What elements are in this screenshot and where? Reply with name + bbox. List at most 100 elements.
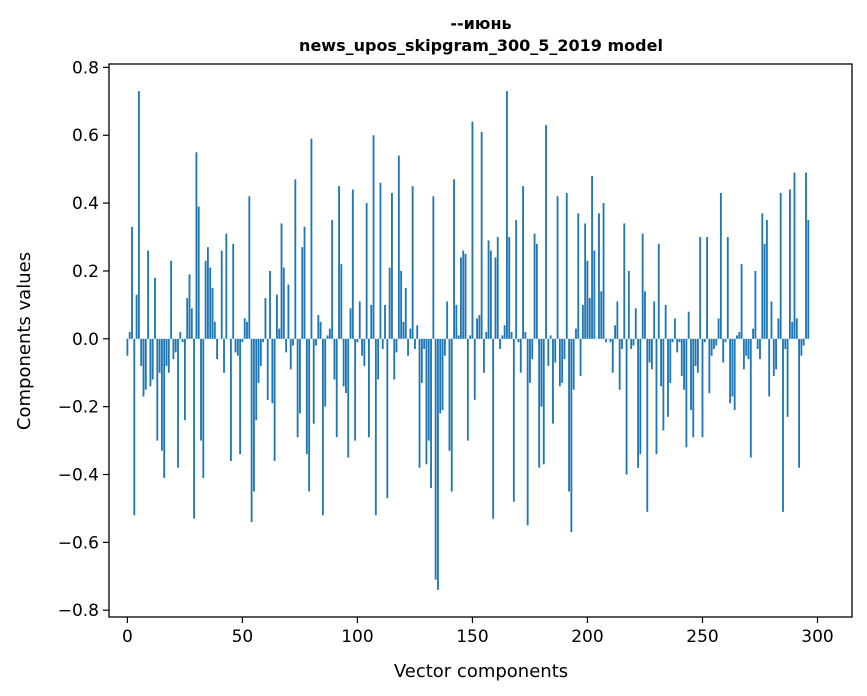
bar <box>158 338 161 373</box>
bar <box>397 155 400 339</box>
bar <box>508 237 511 339</box>
bar <box>149 338 152 387</box>
bar <box>807 220 810 339</box>
bars-group <box>126 91 810 590</box>
bar <box>788 189 791 339</box>
bar <box>299 338 301 414</box>
bar <box>370 304 373 339</box>
bar <box>577 213 580 339</box>
bar <box>328 328 331 339</box>
bar <box>358 301 361 339</box>
y-tick-label: 0.2 <box>72 262 99 282</box>
bar <box>257 338 260 383</box>
bar <box>572 338 575 390</box>
bar <box>639 338 642 455</box>
bar <box>632 338 635 346</box>
bar <box>404 287 407 339</box>
bar <box>177 338 179 468</box>
bar <box>623 223 626 339</box>
bar <box>294 179 297 339</box>
bar <box>763 243 766 339</box>
bar <box>441 338 444 411</box>
bar <box>241 338 244 343</box>
bar <box>630 338 633 349</box>
bar <box>692 338 695 438</box>
bar <box>540 338 543 407</box>
bar <box>391 192 393 339</box>
bar <box>271 338 274 404</box>
bar <box>377 338 380 380</box>
bar <box>678 338 681 343</box>
bar <box>687 311 690 339</box>
bar <box>593 250 596 339</box>
bar <box>280 223 283 339</box>
bar <box>489 250 492 339</box>
bar <box>699 237 702 339</box>
bar <box>188 274 191 339</box>
bar <box>529 338 531 383</box>
bar <box>524 332 527 339</box>
bar <box>701 338 704 438</box>
bar <box>476 318 478 339</box>
bar <box>243 318 246 339</box>
bar <box>717 318 720 339</box>
bar <box>676 338 679 353</box>
bar <box>671 338 674 343</box>
bar <box>754 270 757 339</box>
bar <box>538 338 541 468</box>
bar <box>264 298 267 339</box>
bar <box>411 186 414 339</box>
bar <box>443 338 446 356</box>
bar <box>439 338 442 414</box>
bar <box>558 338 561 387</box>
bar <box>315 338 317 346</box>
bar <box>213 321 216 339</box>
bar <box>662 338 665 431</box>
bar <box>418 338 421 468</box>
bar <box>266 338 269 400</box>
bar <box>600 291 603 339</box>
bar <box>278 328 281 339</box>
bar <box>455 304 458 339</box>
bar <box>726 237 729 339</box>
bar <box>719 192 722 339</box>
bar <box>156 338 159 441</box>
bar <box>239 338 242 455</box>
bar <box>434 338 437 580</box>
bar <box>621 338 623 349</box>
y-tick-label: −0.6 <box>58 533 99 553</box>
bar <box>312 338 315 424</box>
bar <box>703 338 706 343</box>
bar <box>561 338 564 383</box>
bar <box>526 338 529 526</box>
bar <box>724 338 727 343</box>
bar <box>209 267 212 339</box>
bar <box>584 223 587 339</box>
bar <box>220 250 223 339</box>
bar <box>432 196 435 339</box>
bar <box>667 338 669 417</box>
bar <box>269 270 271 339</box>
bar <box>759 338 761 360</box>
bar <box>542 338 545 465</box>
bar <box>696 338 699 373</box>
bar <box>710 338 713 356</box>
bar <box>133 338 136 516</box>
bar <box>602 203 605 339</box>
bar <box>273 338 276 461</box>
bar <box>147 250 150 339</box>
bar <box>464 253 467 339</box>
bar <box>772 338 775 377</box>
bar <box>259 338 262 366</box>
bar <box>351 189 354 339</box>
bar <box>372 135 375 339</box>
bar <box>204 260 207 339</box>
bar <box>195 152 198 339</box>
bar <box>522 186 524 339</box>
bar <box>706 237 708 339</box>
bar <box>588 298 591 339</box>
bar <box>427 338 430 441</box>
x-tick-label: 250 <box>686 627 718 647</box>
bar <box>673 318 676 339</box>
bar <box>690 338 692 411</box>
